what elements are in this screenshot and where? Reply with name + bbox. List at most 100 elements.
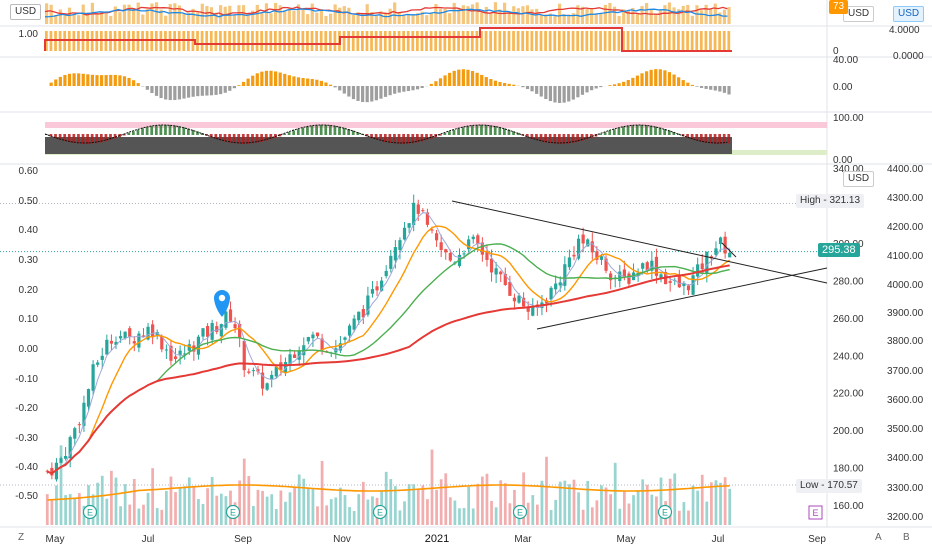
momentum-bar xyxy=(612,84,617,86)
rsi-bar xyxy=(72,14,76,24)
volume-bar xyxy=(174,492,177,525)
rsi-bar xyxy=(54,15,58,24)
volume-bar xyxy=(600,485,603,525)
candle-body xyxy=(526,307,530,312)
momentum-bar xyxy=(397,86,401,93)
currency-badge-right[interactable]: USD xyxy=(843,6,875,22)
candle-body xyxy=(677,275,681,288)
signal-bar xyxy=(296,31,300,51)
signal-bar xyxy=(461,31,465,51)
volume-bar xyxy=(462,508,466,525)
oscillator-bar xyxy=(677,133,680,135)
momentum-bar xyxy=(470,71,475,86)
momentum-bar xyxy=(278,72,282,86)
oscillator-bar xyxy=(631,125,634,135)
oscillator-bar xyxy=(214,134,218,139)
momentum-bar xyxy=(122,76,127,86)
oscillator-bar xyxy=(113,134,117,139)
candle-body xyxy=(494,268,498,275)
volume-bar xyxy=(458,508,461,525)
location-pin-icon[interactable] xyxy=(214,290,230,317)
volume-bar xyxy=(110,470,113,525)
momentum-bar xyxy=(553,86,557,103)
candle-body xyxy=(444,249,448,253)
corner-button-z[interactable]: Z xyxy=(18,532,25,543)
signal-bar xyxy=(709,31,712,51)
oscillator-bar xyxy=(145,127,149,135)
momentum-panel xyxy=(49,69,731,103)
corner-button-b[interactable]: B xyxy=(903,532,910,543)
rsi-bar xyxy=(594,14,598,24)
left-axis-tick: -0.50 xyxy=(15,491,38,502)
momentum-bar xyxy=(498,81,502,86)
oscillator-bar xyxy=(420,134,424,142)
oscillator-bar xyxy=(489,125,493,135)
rsi-bar xyxy=(122,4,127,25)
oscillator-bar xyxy=(425,134,428,141)
currency-badge-left[interactable]: USD xyxy=(10,4,42,20)
momentum-bar xyxy=(315,79,319,86)
candle-body xyxy=(522,297,526,307)
currency-badge-main[interactable]: USD xyxy=(843,171,875,187)
volume-bar xyxy=(256,489,260,525)
oscillator-bar xyxy=(196,131,199,135)
candle-body xyxy=(576,238,581,259)
rsi-bar xyxy=(45,3,49,24)
signal-panel xyxy=(44,27,732,52)
currency-badge-index[interactable]: USD xyxy=(893,6,925,22)
rsi-bar xyxy=(63,13,67,24)
rsi-bar xyxy=(292,10,296,24)
candle-body xyxy=(714,248,718,255)
oscillator-bar xyxy=(54,134,57,139)
rsi-bar xyxy=(397,12,401,24)
oscillator-bar xyxy=(209,134,213,138)
momentum-bar xyxy=(704,86,708,89)
volume-bar xyxy=(270,494,274,525)
volume-bar xyxy=(123,484,127,525)
rsi-bar xyxy=(191,8,195,24)
candle-body xyxy=(402,227,407,240)
oscillator-bar xyxy=(269,134,273,140)
candle-body xyxy=(599,256,604,260)
candle-body xyxy=(100,355,104,360)
rsi-bar xyxy=(113,6,117,24)
momentum-bar xyxy=(255,73,259,86)
left-axis-tick: -0.20 xyxy=(15,403,38,414)
oscillator-bar xyxy=(219,134,222,141)
corner-button-a[interactable]: A xyxy=(875,532,882,543)
candle-body xyxy=(618,271,622,282)
candle-body xyxy=(343,337,347,340)
momentum-bar xyxy=(622,81,626,86)
volume-bar xyxy=(50,500,54,525)
candle-body xyxy=(86,389,91,407)
oscillator-bar xyxy=(617,127,621,135)
rsi-bar xyxy=(521,6,525,24)
volume-bar xyxy=(508,503,512,525)
index-axis-tick: 3200.00 xyxy=(887,512,924,523)
earnings-upcoming-label: E xyxy=(812,508,818,518)
volume-bar xyxy=(535,504,539,525)
momentum-bar xyxy=(539,86,543,97)
momentum-bar xyxy=(274,71,278,86)
candle-body xyxy=(412,202,416,226)
oscillator-bar xyxy=(635,125,639,135)
momentum-bar xyxy=(686,82,690,86)
high-label-text: High xyxy=(800,195,821,206)
signal-bar xyxy=(287,31,291,51)
oscillator-bar xyxy=(306,126,309,135)
oscillator-bar xyxy=(95,134,99,144)
rsi-bar xyxy=(251,10,255,24)
momentum-bar xyxy=(690,84,694,86)
oscillator-bar xyxy=(301,127,305,135)
rsi-bar xyxy=(361,13,365,24)
signal-bar xyxy=(699,31,703,51)
candle-body xyxy=(151,324,155,338)
volume-bar xyxy=(655,496,658,525)
volume-bar xyxy=(545,456,548,525)
volume-bar xyxy=(320,460,324,525)
earnings-label: E xyxy=(517,508,523,518)
volume-bar xyxy=(632,495,635,525)
rsi-bar xyxy=(196,12,200,24)
